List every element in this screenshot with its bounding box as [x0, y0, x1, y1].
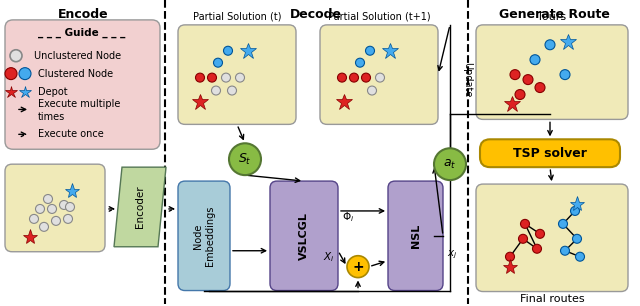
- Circle shape: [19, 68, 31, 80]
- Text: Unclustered Node: Unclustered Node: [34, 51, 121, 61]
- Circle shape: [570, 207, 579, 215]
- Circle shape: [376, 73, 385, 82]
- FancyBboxPatch shape: [270, 181, 338, 290]
- Text: Execute multiple: Execute multiple: [38, 99, 120, 110]
- Circle shape: [44, 195, 52, 203]
- Circle shape: [229, 143, 261, 175]
- Text: Execute once: Execute once: [38, 129, 104, 139]
- Circle shape: [573, 234, 582, 243]
- Text: TSP solver: TSP solver: [513, 147, 587, 160]
- FancyBboxPatch shape: [5, 20, 160, 149]
- Circle shape: [63, 215, 72, 223]
- FancyBboxPatch shape: [5, 164, 105, 252]
- Circle shape: [561, 246, 570, 255]
- Text: _ _ _ Guide _ _ _: _ _ _ Guide _ _ _: [38, 28, 125, 38]
- Polygon shape: [114, 167, 166, 247]
- Text: $\Phi_i$: $\Phi_i$: [342, 210, 355, 224]
- Circle shape: [362, 73, 371, 82]
- Circle shape: [5, 68, 17, 80]
- Circle shape: [532, 244, 541, 253]
- Circle shape: [47, 204, 56, 213]
- Circle shape: [195, 73, 205, 82]
- Circle shape: [236, 73, 244, 82]
- Circle shape: [518, 234, 527, 243]
- Circle shape: [227, 86, 237, 95]
- FancyBboxPatch shape: [480, 139, 620, 167]
- Text: $x_j$: $x_j$: [447, 248, 458, 261]
- Circle shape: [10, 50, 22, 62]
- Text: Tours: Tours: [538, 12, 566, 22]
- Text: Encode: Encode: [58, 8, 108, 21]
- Circle shape: [523, 75, 533, 84]
- FancyBboxPatch shape: [476, 25, 628, 119]
- Circle shape: [506, 252, 515, 261]
- Text: Update: Update: [462, 62, 472, 97]
- Circle shape: [223, 46, 232, 55]
- Text: NSL: NSL: [410, 224, 420, 248]
- Circle shape: [221, 73, 230, 82]
- Circle shape: [515, 90, 525, 99]
- Text: $S_t$: $S_t$: [238, 152, 252, 167]
- FancyBboxPatch shape: [178, 181, 230, 290]
- Text: +: +: [352, 260, 364, 274]
- Circle shape: [530, 55, 540, 65]
- Text: times: times: [38, 112, 65, 122]
- Text: Node
Embeddings: Node Embeddings: [193, 206, 215, 266]
- Circle shape: [40, 222, 49, 231]
- Circle shape: [520, 219, 529, 228]
- Circle shape: [65, 203, 74, 211]
- Circle shape: [560, 70, 570, 80]
- Circle shape: [29, 215, 38, 223]
- Circle shape: [536, 230, 545, 238]
- Text: Final routes: Final routes: [520, 293, 584, 304]
- Circle shape: [434, 148, 466, 180]
- Circle shape: [365, 46, 374, 55]
- Text: Depot: Depot: [38, 87, 68, 96]
- Circle shape: [545, 40, 555, 50]
- FancyBboxPatch shape: [320, 25, 438, 124]
- Circle shape: [559, 219, 568, 228]
- Circle shape: [510, 70, 520, 80]
- Text: Encoder: Encoder: [135, 186, 145, 228]
- Text: Partial Solution (t): Partial Solution (t): [193, 12, 281, 22]
- Circle shape: [207, 73, 216, 82]
- Circle shape: [337, 73, 346, 82]
- Circle shape: [535, 83, 545, 92]
- Text: Partial Solution (t+1): Partial Solution (t+1): [328, 12, 430, 22]
- Text: Clustered Node: Clustered Node: [38, 69, 113, 79]
- Text: Generate Route: Generate Route: [499, 8, 609, 21]
- Text: $X_i$: $X_i$: [323, 250, 335, 263]
- Text: VSLCGL: VSLCGL: [299, 212, 309, 260]
- Circle shape: [367, 86, 376, 95]
- FancyBboxPatch shape: [388, 181, 443, 290]
- Circle shape: [211, 86, 221, 95]
- Circle shape: [349, 73, 358, 82]
- Circle shape: [214, 58, 223, 67]
- Circle shape: [355, 58, 365, 67]
- Text: $a_t$: $a_t$: [444, 158, 457, 171]
- FancyBboxPatch shape: [476, 184, 628, 292]
- Circle shape: [60, 200, 68, 209]
- Circle shape: [575, 252, 584, 261]
- Circle shape: [35, 204, 45, 213]
- Circle shape: [51, 216, 61, 225]
- Text: Decode: Decode: [290, 8, 342, 21]
- FancyBboxPatch shape: [178, 25, 296, 124]
- Circle shape: [347, 256, 369, 278]
